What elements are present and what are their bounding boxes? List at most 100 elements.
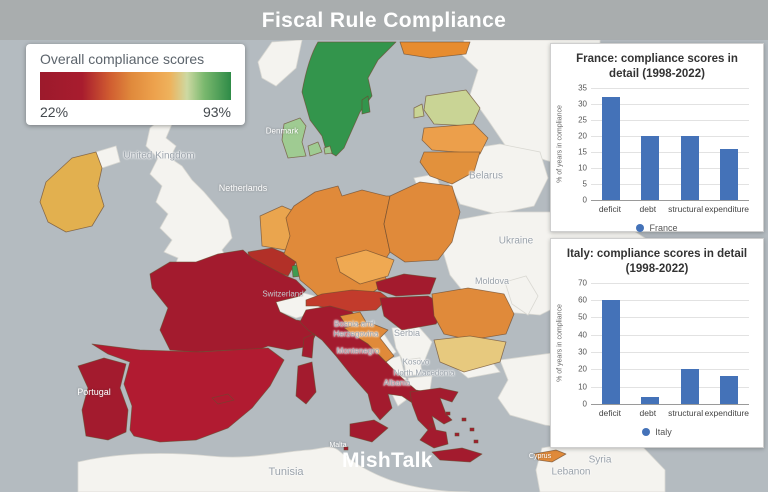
y-tick-label: 20 <box>578 364 587 374</box>
bar[interactable] <box>720 376 739 404</box>
italy-legend-label: Italy <box>655 426 672 437</box>
bar[interactable] <box>641 396 660 404</box>
country-romania[interactable] <box>431 287 515 341</box>
y-tick-label: 10 <box>578 382 587 392</box>
bar[interactable] <box>601 300 620 404</box>
country-ireland[interactable] <box>39 151 105 233</box>
gridline <box>591 369 749 371</box>
italy-chart-legend: Italy <box>551 427 763 437</box>
gridline <box>591 334 749 336</box>
country-sweden[interactable] <box>301 41 397 157</box>
x-category-label: deficit <box>598 203 622 214</box>
x-category-label: structural <box>668 203 704 214</box>
x-category-label: deficit <box>598 407 622 418</box>
legend-card: Overall compliance scores 22% 93% <box>26 44 245 125</box>
gridline <box>591 300 749 302</box>
y-tick-label: 20 <box>578 131 587 141</box>
bars <box>591 283 749 404</box>
italy-legend-dot <box>642 427 651 436</box>
country-lithuania[interactable] <box>419 151 481 185</box>
gridline <box>591 282 749 284</box>
island-funen[interactable] <box>323 145 333 155</box>
france-chart-plot: % of years in compliance 0 5 10 15 20 25 30 35 <box>557 83 749 204</box>
country-kosovo <box>403 357 423 377</box>
france-x-axis-labels: deficit debt structural expenditure <box>591 204 749 214</box>
gridline <box>591 317 749 319</box>
x-category-label: expenditure <box>704 407 749 418</box>
y-tick-label: 0 <box>582 195 587 205</box>
gridline <box>591 87 749 89</box>
y-tick-label: 35 <box>578 83 587 93</box>
island-saaremaa[interactable] <box>413 103 425 119</box>
country-spain[interactable] <box>91 343 285 443</box>
country-hungary[interactable] <box>379 295 447 331</box>
italy-chart-plot: % of years in compliance 0 10 20 30 40 50 60 70 <box>557 278 749 408</box>
y-tick-label: 60 <box>578 295 587 305</box>
mishtalk-watermark: MishTalk <box>342 449 433 472</box>
country-finland[interactable] <box>399 41 471 59</box>
country-bulgaria[interactable] <box>433 335 507 373</box>
bar-slot <box>670 283 710 404</box>
legend-min-value: 22% <box>40 104 69 120</box>
italy-chart-title: Italy: compliance scores in detail (1998… <box>566 248 748 275</box>
country-latvia[interactable] <box>421 123 489 155</box>
france-legend-dot <box>636 223 645 232</box>
y-tick-label: 40 <box>578 330 587 340</box>
y-tick-label: 30 <box>578 347 587 357</box>
bar-slot <box>710 283 750 404</box>
country-denmark[interactable] <box>281 117 307 159</box>
bar[interactable] <box>680 369 699 404</box>
island-gotland[interactable] <box>361 95 371 115</box>
italy-x-axis-labels: deficit debt structural expenditure <box>591 408 749 418</box>
country-greece[interactable] <box>409 387 459 449</box>
bar[interactable] <box>601 97 620 200</box>
country-croatia[interactable] <box>343 321 395 363</box>
y-tick-label: 25 <box>578 115 587 125</box>
gridline <box>591 119 749 121</box>
bar-slot <box>670 88 710 200</box>
bar-slot <box>591 283 631 404</box>
bar-slot <box>631 283 671 404</box>
france-legend-label: France <box>649 222 678 233</box>
bar[interactable] <box>720 148 739 200</box>
france-chart-title: France: compliance scores in detail (199… <box>576 53 738 80</box>
gridline <box>591 352 749 354</box>
gridline <box>591 151 749 153</box>
country-poland[interactable] <box>383 181 461 263</box>
country-germany[interactable] <box>283 185 391 301</box>
x-category-label: structural <box>668 407 704 418</box>
y-tick-label: 5 <box>582 179 587 189</box>
bar[interactable] <box>641 135 660 200</box>
country-malta[interactable] <box>343 446 349 451</box>
bars <box>591 88 749 200</box>
gridline <box>591 135 749 137</box>
island-zealand[interactable] <box>307 141 323 157</box>
island-mallorca[interactable] <box>211 393 235 405</box>
island-sicily[interactable] <box>349 419 389 443</box>
legend-max-value: 93% <box>202 104 231 120</box>
france-y-axis-label: % of years in compliance <box>556 104 564 183</box>
legend-title: Overall compliance scores <box>40 51 205 67</box>
y-tick-label: 30 <box>578 99 587 109</box>
island-crete[interactable] <box>431 447 483 463</box>
bar[interactable] <box>680 135 699 200</box>
land-north-africa <box>77 446 471 492</box>
italy-y-axis-label: % of years in compliance <box>556 304 564 383</box>
aegean-islands[interactable] <box>429 411 479 444</box>
x-category-label: expenditure <box>704 203 749 214</box>
country-portugal[interactable] <box>77 357 129 441</box>
country-czechia[interactable] <box>335 249 395 285</box>
country-uk <box>145 117 233 277</box>
y-tick-label: 0 <box>582 399 587 409</box>
x-category-label: debt <box>639 407 657 418</box>
bar-slot <box>631 88 671 200</box>
island-sardinia[interactable] <box>295 361 317 405</box>
island-corsica[interactable] <box>301 333 315 359</box>
gridline <box>591 167 749 169</box>
country-slovakia[interactable] <box>375 273 437 297</box>
france-chart-legend: France <box>551 223 763 233</box>
country-cyprus[interactable] <box>533 449 567 463</box>
page-title: Fiscal Rule Compliance <box>261 9 507 32</box>
bar-slot <box>710 88 750 200</box>
gridline <box>591 386 749 388</box>
